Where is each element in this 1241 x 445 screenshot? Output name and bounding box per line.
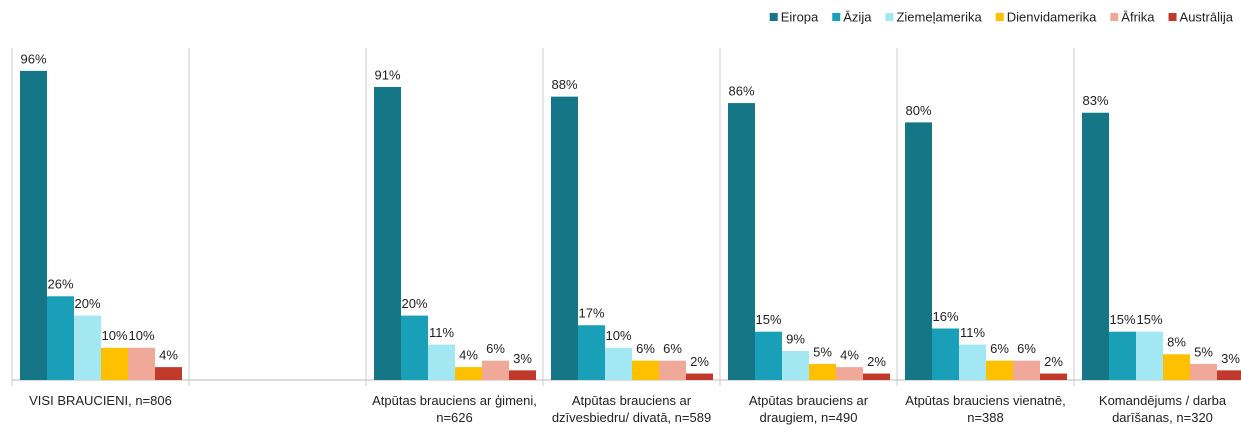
data-label: 96% [20, 51, 46, 66]
bar [836, 367, 863, 380]
legend-swatch [885, 13, 894, 21]
x-tick-label: VISI BRAUCIENI, n=806 [29, 393, 172, 408]
data-label: 16% [932, 309, 958, 324]
bar [101, 347, 128, 380]
bar [1082, 112, 1109, 381]
bar [605, 347, 632, 380]
data-label: 11% [429, 325, 454, 340]
legend-label: Āzija [843, 9, 872, 24]
data-label: 88% [551, 77, 577, 92]
bar [1163, 354, 1190, 380]
bar [986, 360, 1013, 380]
data-label: 2% [690, 354, 709, 369]
bar [1190, 363, 1217, 380]
bar [509, 370, 536, 380]
data-label: 8% [1167, 335, 1186, 350]
legend-swatch [1168, 13, 1177, 21]
data-label: 6% [486, 341, 505, 356]
data-label: 15% [1109, 312, 1135, 327]
legend-label: Eiropa [781, 9, 819, 24]
legend-swatch [1110, 13, 1119, 21]
legend-label: Āfrika [1121, 9, 1155, 24]
data-label: 6% [1017, 341, 1036, 356]
data-label: 3% [513, 351, 532, 366]
data-label: 2% [1044, 354, 1063, 369]
bar [905, 122, 932, 381]
data-label: 4% [159, 348, 178, 363]
bar [1136, 331, 1163, 380]
legend-label: Ziemeļamerika [896, 9, 982, 24]
bar [1040, 373, 1067, 380]
bar [959, 344, 986, 380]
bar [482, 360, 509, 380]
legend-label: Austrālija [1180, 9, 1234, 24]
bar [128, 347, 155, 380]
bar [1013, 360, 1040, 380]
bar [809, 363, 836, 380]
bar [1109, 331, 1136, 380]
bar [782, 351, 809, 380]
data-label: 15% [755, 312, 781, 327]
legend-swatch [832, 13, 841, 21]
data-label: 86% [728, 84, 754, 99]
data-label: 11% [960, 325, 985, 340]
data-label: 15% [1136, 312, 1162, 327]
data-label: 10% [605, 328, 631, 343]
bar [401, 315, 428, 380]
x-tick-label: Atpūtas brauciens vienatnē, n=388 [905, 393, 1066, 425]
data-label: 2% [867, 354, 886, 369]
bar [455, 367, 482, 380]
bar [659, 360, 686, 380]
bar [578, 325, 605, 380]
bar [1217, 370, 1241, 380]
data-label: 5% [813, 344, 832, 359]
data-label: 9% [786, 331, 805, 346]
bar [728, 103, 755, 380]
bar [863, 373, 890, 380]
legend-swatch [995, 13, 1004, 21]
bar [20, 70, 47, 380]
bar [551, 96, 578, 380]
bar [74, 315, 101, 380]
x-tick-label: Komandējums / darba darīšanas, n=320 [1098, 393, 1227, 425]
data-label: 26% [47, 277, 73, 292]
x-tick-label: Atpūtas brauciens ar dzīvesbiedru/ divat… [551, 393, 712, 425]
bar [155, 367, 182, 380]
data-label: 91% [374, 67, 400, 82]
bar [428, 344, 455, 380]
data-label: 4% [459, 348, 478, 363]
data-label: 83% [1082, 93, 1108, 108]
x-tick-label: Atpūtas brauciens ar ģimeni, n=626 [372, 393, 537, 425]
legend-label: Dienvidamerika [1007, 9, 1097, 24]
data-label: 6% [663, 341, 682, 356]
bar [632, 360, 659, 380]
data-label: 20% [74, 296, 100, 311]
bar [932, 328, 959, 380]
bar [686, 373, 713, 380]
data-label: 5% [1194, 344, 1213, 359]
data-label: 10% [128, 328, 154, 343]
data-label: 6% [990, 341, 1009, 356]
data-label: 4% [840, 348, 859, 363]
data-label: 20% [401, 296, 427, 311]
data-label: 6% [636, 341, 655, 356]
data-label: 80% [905, 103, 931, 118]
bar [755, 331, 782, 380]
bar [374, 86, 401, 380]
data-label: 10% [101, 328, 127, 343]
legend-swatch [769, 13, 778, 21]
data-label: 17% [578, 306, 604, 321]
x-tick-label: Atpūtas brauciens ar draugiem, n=490 [748, 393, 869, 425]
data-label: 3% [1221, 351, 1240, 366]
bar [47, 296, 74, 380]
